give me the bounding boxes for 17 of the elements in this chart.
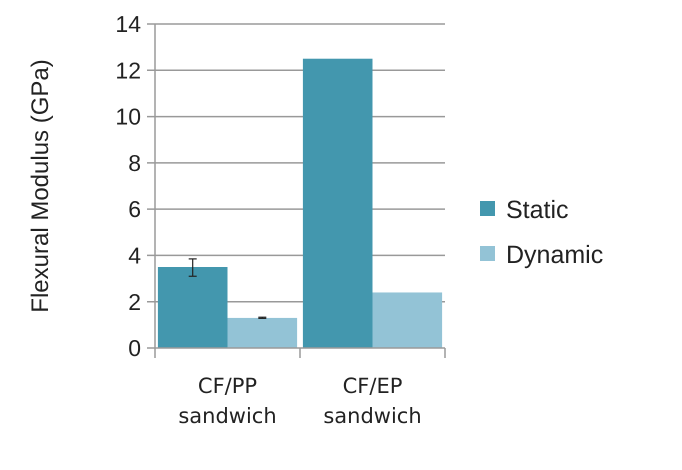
bar <box>158 267 228 348</box>
x-tick-label: CF/EP sandwich <box>323 374 422 428</box>
bar <box>372 292 442 348</box>
bar <box>302 58 372 348</box>
y-tick-label: 10 <box>115 104 141 130</box>
legend-label: Dynamic <box>506 240 604 269</box>
y-tick-label: 2 <box>128 288 141 315</box>
y-tick-label: 0 <box>128 335 141 362</box>
y-axis-title: Flexural Modulus (GPa) <box>27 59 54 313</box>
x-tick-label: CF/PP sandwich <box>178 374 277 428</box>
y-tick-label: 12 <box>115 57 141 84</box>
y-tick-label: 6 <box>128 196 141 222</box>
bar <box>228 318 298 348</box>
y-tick-label: 8 <box>128 150 141 176</box>
y-tick-label: 14 <box>115 11 142 38</box>
y-tick-label: 4 <box>128 242 142 268</box>
legend-label: Static <box>506 196 569 224</box>
